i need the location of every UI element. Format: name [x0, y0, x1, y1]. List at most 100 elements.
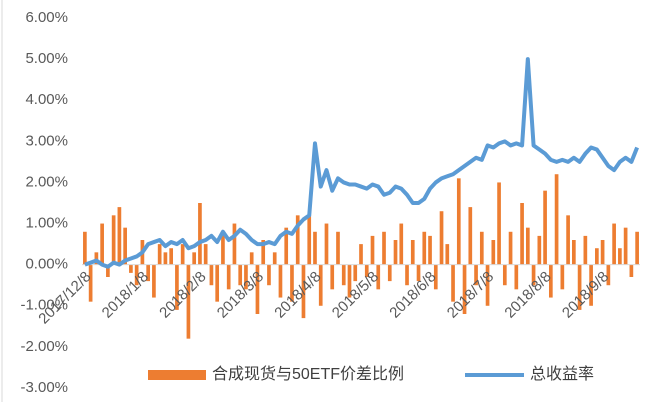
- y-tick-label: 6.00%: [25, 9, 68, 26]
- legend-text: 合成现货与50ETF价差比例: [212, 365, 404, 383]
- bar: [595, 248, 599, 265]
- bar: [520, 203, 524, 265]
- y-tick-label: 0.00%: [25, 256, 68, 273]
- bar: [169, 248, 174, 265]
- bar: [451, 264, 455, 302]
- bar: [175, 264, 179, 310]
- y-tick-label: 4.00%: [25, 91, 68, 108]
- bar: [508, 231, 513, 265]
- legend-text: 总收益率: [530, 365, 594, 383]
- x-tick-label: 2018/9/8: [559, 268, 612, 321]
- bar: [589, 264, 593, 306]
- y-tick-label: -2.00%: [20, 338, 68, 355]
- x-tick-label: 2018/2/8: [156, 268, 209, 321]
- bar: [468, 207, 473, 265]
- line: [84, 57, 639, 269]
- bar: [163, 252, 168, 265]
- y-tick-label: 1.00%: [25, 215, 68, 232]
- bar: [577, 264, 582, 310]
- bar: [146, 264, 150, 282]
- bar: [583, 235, 588, 265]
- bar: [180, 244, 185, 265]
- bar: [318, 264, 323, 306]
- bar: [272, 252, 277, 265]
- bar: [462, 264, 467, 314]
- bar: [267, 264, 271, 286]
- bar: [543, 190, 547, 265]
- bar: [623, 227, 628, 265]
- bar: [491, 240, 496, 265]
- bar: [100, 223, 104, 265]
- bar: [307, 215, 312, 265]
- bar: [364, 264, 369, 277]
- bar: [479, 231, 484, 265]
- bar: [278, 264, 283, 298]
- bar: [560, 264, 565, 290]
- bar: [353, 264, 358, 282]
- bar: [548, 264, 553, 298]
- bar: [186, 264, 191, 339]
- y-tick-label: 5.00%: [25, 50, 68, 67]
- bar: [416, 264, 421, 282]
- bar: [370, 235, 375, 265]
- bar: [134, 264, 139, 286]
- bar: [428, 235, 432, 265]
- bar: [238, 264, 243, 286]
- bar: [157, 244, 162, 265]
- bar: [433, 264, 438, 290]
- bar: [209, 264, 214, 286]
- bar: [295, 215, 300, 265]
- bar: [606, 264, 611, 286]
- bar: [629, 264, 634, 277]
- bar: [313, 231, 317, 265]
- bar: [618, 248, 622, 265]
- bar: [106, 264, 110, 277]
- bar: [83, 231, 87, 265]
- bar: [215, 264, 220, 302]
- bar: [359, 244, 363, 265]
- bar: [497, 182, 501, 265]
- bar: [456, 178, 461, 265]
- bar: [232, 223, 237, 265]
- bar: [94, 252, 99, 265]
- bar: [525, 227, 530, 265]
- bar: [439, 211, 444, 265]
- bar: [410, 240, 415, 265]
- bar: [198, 203, 202, 265]
- bar: [123, 227, 127, 265]
- bar: [572, 240, 576, 265]
- x-tick-label: 2018/6/8: [386, 268, 439, 321]
- bar: [117, 207, 122, 265]
- bar: [301, 264, 306, 319]
- bar: [537, 235, 542, 265]
- bar: [485, 264, 490, 306]
- bar: [192, 252, 197, 265]
- bar: [445, 244, 450, 265]
- bar: [324, 223, 329, 265]
- y-tick-label: 3.00%: [25, 132, 68, 149]
- bar: [221, 231, 225, 265]
- bar: [88, 264, 93, 302]
- bar: [422, 231, 427, 265]
- bar: [612, 223, 616, 265]
- bar: [203, 244, 208, 265]
- bar: [514, 264, 519, 290]
- bar: [387, 264, 392, 282]
- legend-swatch: [148, 370, 206, 380]
- bar: [531, 264, 536, 286]
- bar: [336, 231, 340, 265]
- bar: [600, 240, 605, 265]
- bar: [382, 231, 386, 265]
- bar: [284, 227, 289, 265]
- bar: [341, 264, 346, 286]
- bar: [129, 264, 133, 273]
- bar: [393, 240, 398, 265]
- bar: [111, 215, 116, 265]
- bar: [376, 264, 381, 290]
- bar: [226, 264, 231, 290]
- bar: [261, 240, 266, 265]
- y-tick-label: -3.00%: [20, 379, 68, 396]
- x-tick-label: 2018/8/8: [501, 268, 554, 321]
- bar: [152, 264, 156, 298]
